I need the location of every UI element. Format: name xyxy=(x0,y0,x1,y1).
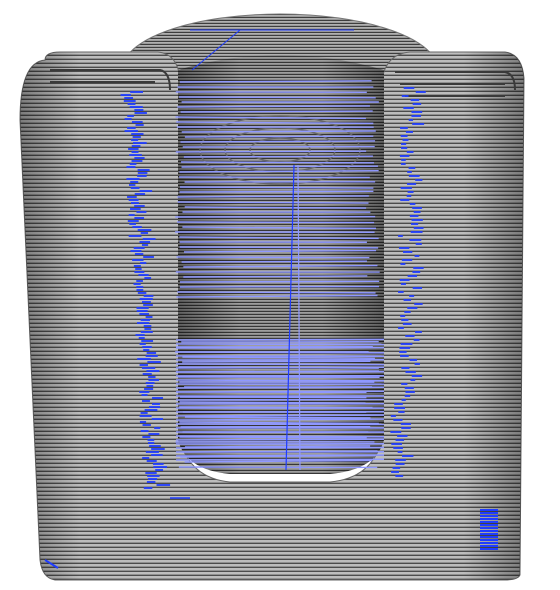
travel-line xyxy=(184,445,371,448)
travel-line xyxy=(179,246,379,249)
travel-line xyxy=(177,291,376,294)
travel-line xyxy=(181,260,367,263)
travel-line xyxy=(177,201,369,204)
travel-line xyxy=(297,164,301,471)
travel-line xyxy=(179,190,374,193)
travel-line xyxy=(179,401,366,404)
travel-line xyxy=(175,351,385,354)
travel-line xyxy=(179,396,367,399)
travel-line xyxy=(175,446,385,449)
travel-line xyxy=(180,110,373,113)
travel-moves xyxy=(44,29,498,569)
travel-line xyxy=(175,366,385,369)
travel-line xyxy=(175,390,385,393)
travel-line xyxy=(179,80,372,83)
cavity xyxy=(178,55,384,474)
travel-line xyxy=(179,236,379,240)
travel-line xyxy=(175,438,385,441)
travel-line xyxy=(175,458,385,461)
travel-line xyxy=(180,140,376,143)
travel-line xyxy=(181,130,376,133)
travel-line xyxy=(184,206,367,209)
travel-line xyxy=(175,363,385,366)
travel-line xyxy=(184,135,374,138)
travel-line xyxy=(175,150,367,153)
travel-line xyxy=(175,386,385,389)
travel-line xyxy=(179,436,367,439)
travel-line xyxy=(183,264,378,268)
travel-line xyxy=(176,256,370,259)
travel-line xyxy=(177,105,370,108)
travel-line xyxy=(191,29,241,71)
travel-line xyxy=(175,116,366,120)
travel-line xyxy=(285,164,295,471)
travel-line xyxy=(175,435,385,438)
travel-line xyxy=(182,360,371,363)
travel-line xyxy=(175,414,385,417)
travel-line xyxy=(177,221,375,224)
travel-line xyxy=(182,226,377,230)
travel-line xyxy=(184,416,371,419)
travel-line xyxy=(184,459,373,463)
travel-line xyxy=(175,454,385,457)
travel-line xyxy=(44,559,59,569)
travel-line xyxy=(179,186,374,189)
travel-line xyxy=(175,379,385,382)
travel-line xyxy=(176,294,378,298)
travel-line xyxy=(183,249,377,253)
travel-line xyxy=(179,280,380,283)
travel-line xyxy=(181,161,374,164)
travel-line xyxy=(176,121,374,125)
travel-line xyxy=(182,356,375,359)
travel-line xyxy=(175,338,385,341)
travel-line xyxy=(179,421,379,425)
travel-line xyxy=(177,195,369,198)
travel-line xyxy=(183,275,368,278)
travel-line xyxy=(179,96,376,99)
travel-line xyxy=(181,165,378,168)
travel-line xyxy=(179,169,379,173)
travel-line xyxy=(183,155,373,158)
travel-line xyxy=(175,418,385,421)
